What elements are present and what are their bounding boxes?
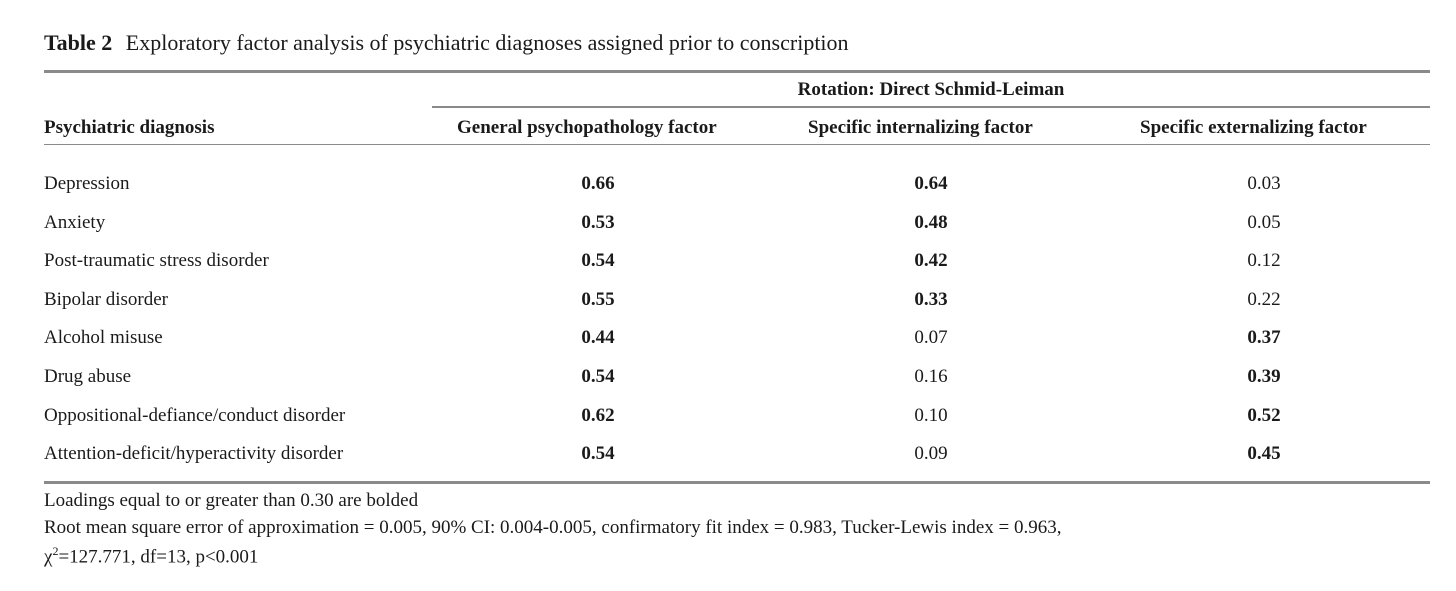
internalizing-loading: 0.09 [914, 443, 948, 464]
externalizing-loading: 0.52 [1247, 405, 1281, 426]
column-header-externalizing: Specific externalizing factor [1140, 117, 1367, 138]
chi-superscript: 2 [52, 544, 59, 558]
table-caption: Table 2 Exploratory factor analysis of p… [44, 30, 849, 56]
table-row: Bipolar disorder 0.55 0.33 0.22 [0, 289, 1456, 319]
table-row: Oppositional-defiance/conduct disorder 0.… [0, 405, 1456, 435]
table-row: Anxiety 0.53 0.48 0.05 [0, 212, 1456, 242]
diagnosis-name: Post-traumatic stress disorder [44, 250, 269, 271]
internalizing-loading: 0.07 [914, 327, 948, 348]
table-row: Attention-deficit/hyperactivity disorder… [0, 443, 1456, 473]
header-rule [44, 144, 1430, 145]
general-loading: 0.62 [581, 405, 615, 426]
internalizing-loading: 0.16 [914, 366, 948, 387]
footnote-fit-indices: Root mean square error of approximation … [44, 517, 1062, 538]
internalizing-loading: 0.33 [914, 289, 948, 310]
internalizing-loading: 0.10 [914, 405, 948, 426]
externalizing-loading: 0.12 [1247, 250, 1281, 271]
bottom-rule [44, 481, 1430, 484]
externalizing-loading: 0.05 [1247, 212, 1281, 233]
externalizing-loading: 0.37 [1247, 327, 1281, 348]
table-title: Exploratory factor analysis of psychiatr… [125, 30, 849, 55]
table-row: Depression 0.66 0.64 0.03 [0, 173, 1456, 203]
internalizing-loading: 0.64 [914, 173, 948, 194]
externalizing-loading: 0.22 [1247, 289, 1281, 310]
column-header-general: General psychopathology factor [457, 117, 717, 138]
spanner-rule [432, 106, 1430, 108]
column-header-diagnosis: Psychiatric diagnosis [44, 117, 215, 138]
diagnosis-name: Attention-deficit/hyperactivity disorder [44, 443, 344, 464]
footnote-chi-square: χ2=127.771, df=13, p<0.001 [44, 544, 258, 568]
internalizing-loading: 0.42 [914, 250, 948, 271]
internalizing-loading: 0.48 [914, 212, 948, 233]
general-loading: 0.53 [581, 212, 615, 233]
footnote-bold-rule: Loadings equal to or greater than 0.30 a… [44, 490, 419, 511]
table-row: Post-traumatic stress disorder 0.54 0.42 0.… [0, 250, 1456, 280]
diagnosis-name: Oppositional-defiance/conduct disorder [44, 405, 346, 426]
rotation-spanner-header: Rotation: Direct Schmid-Leiman [797, 79, 1065, 100]
top-rule [44, 70, 1430, 73]
table-row: Alcohol misuse 0.44 0.07 0.37 [0, 327, 1456, 357]
chi-symbol: χ [44, 546, 53, 568]
general-loading: 0.54 [581, 443, 615, 464]
externalizing-loading: 0.39 [1247, 366, 1281, 387]
column-header-internalizing: Specific internalizing factor [808, 117, 1033, 138]
table-label: Table 2 [44, 30, 113, 55]
diagnosis-name: Drug abuse [44, 366, 132, 387]
general-loading: 0.54 [581, 366, 615, 387]
diagnosis-name: Bipolar disorder [44, 289, 169, 310]
general-loading: 0.54 [581, 250, 615, 271]
externalizing-loading: 0.03 [1247, 173, 1281, 194]
externalizing-loading: 0.45 [1247, 443, 1281, 464]
general-loading: 0.66 [581, 173, 615, 194]
chi-square-stats: =127.771, df=13, p<0.001 [58, 546, 259, 568]
diagnosis-name: Depression [44, 173, 130, 194]
diagnosis-name: Anxiety [44, 212, 106, 233]
general-loading: 0.44 [581, 327, 615, 348]
diagnosis-name: Alcohol misuse [44, 327, 163, 348]
general-loading: 0.55 [581, 289, 615, 310]
table-row: Drug abuse 0.54 0.16 0.39 [0, 366, 1456, 396]
